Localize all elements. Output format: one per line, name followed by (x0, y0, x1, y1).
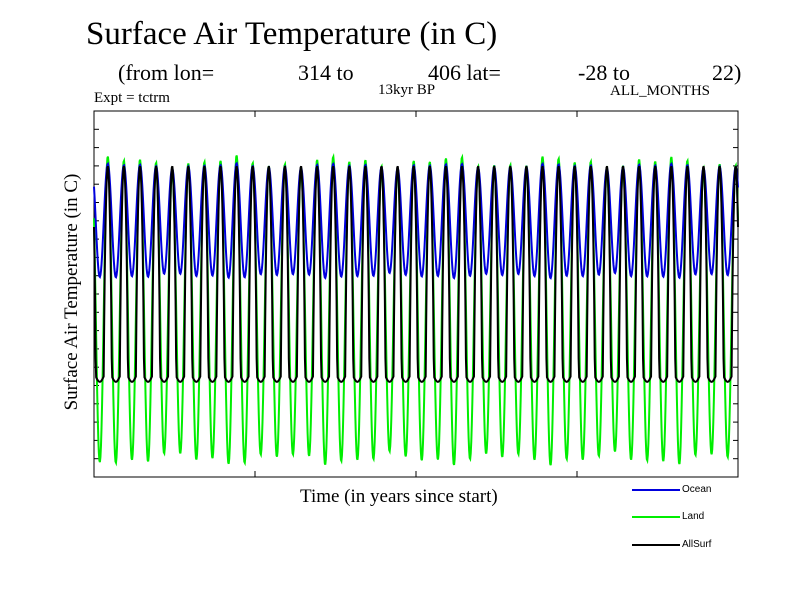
legend-label-allsurf: AllSurf (682, 539, 712, 550)
series-line-allsurf (93, 165, 739, 383)
subtitle-lon-start: 314 to (298, 60, 354, 85)
legend-swatch-allsurf (632, 544, 680, 546)
chart-subtitle: (from lon= 314 to 406 lat= -28 to 22) (0, 58, 800, 88)
legend-swatch-land (632, 516, 680, 518)
legend-label-land: Land (682, 511, 705, 522)
subtitle-prefix: (from lon= (118, 60, 215, 85)
subtitle-lon-end-lat: 406 lat= (428, 60, 501, 85)
series-lines (93, 152, 739, 467)
x-axis-label: Time (in years since start) (300, 486, 498, 507)
chart-title: Surface Air Temperature (in C) (86, 16, 498, 52)
subtitle-lat-start: -28 to (578, 60, 630, 85)
experiment-label: Expt = tctrm (94, 90, 170, 106)
subtitle-lat-end: 22) (712, 60, 742, 85)
period-label: 13kyr BP (378, 82, 436, 98)
months-label: ALL_MONTHS (610, 83, 710, 99)
legend-label-ocean: Ocean (682, 484, 712, 495)
legend-swatch-ocean (632, 489, 680, 491)
y-axis-label: Surface Air Temperature (in C) (61, 173, 82, 411)
